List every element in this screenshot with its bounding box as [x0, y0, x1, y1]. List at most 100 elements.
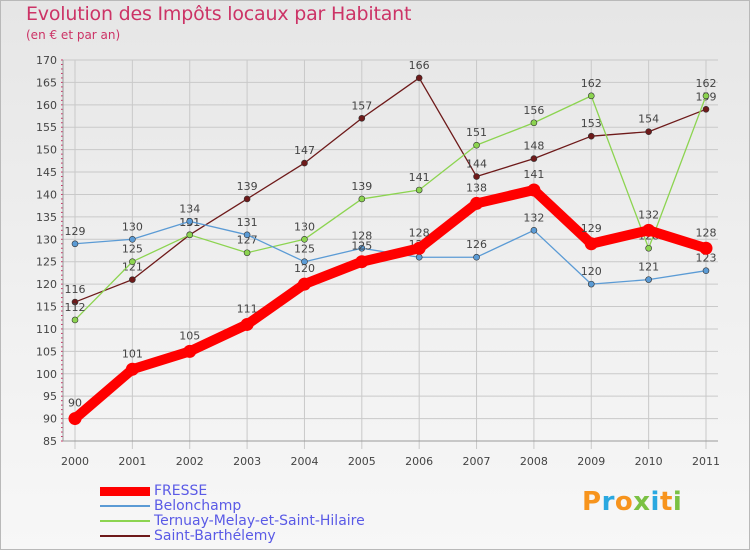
logo-letter: o [614, 487, 634, 517]
data-label-belonchamp: 128 [351, 229, 372, 242]
y-tick-label-100: 100 [36, 368, 57, 381]
data-point-belonchamp [129, 235, 136, 243]
y-tick-label-115: 115 [36, 301, 57, 314]
data-label-ternuay-melay-et-saint-hilaire: 162 [696, 77, 717, 90]
y-tick-label-105: 105 [36, 345, 57, 358]
legend-swatch [100, 520, 150, 522]
y-tick-label-125: 125 [36, 256, 57, 269]
x-tick-label-2008: 2008 [520, 455, 548, 468]
data-label-saint-barth-lemy: 166 [409, 59, 430, 72]
data-point-saint-barth-lemy [587, 132, 595, 140]
data-point-belonchamp [71, 240, 79, 248]
data-label-saint-barth-lemy: 121 [122, 261, 143, 274]
data-label-belonchamp: 120 [581, 265, 602, 278]
legend-label: Ternuay-Melay-et-Saint-Hilaire [154, 513, 365, 529]
data-label-fresse: 129 [581, 222, 602, 235]
data-point-ternuay-melay-et-saint-hilaire [530, 119, 538, 127]
data-point-fresse [642, 223, 656, 237]
data-label-belonchamp: 129 [65, 225, 86, 238]
logo-letter: t [659, 487, 673, 517]
legend-label: Saint-Barthélemy [154, 528, 276, 544]
data-label-belonchamp: 126 [466, 238, 487, 251]
x-tick-label-2003: 2003 [233, 455, 261, 468]
data-label-fresse: 125 [351, 240, 372, 253]
series-line-saint-barth-lemy [74, 77, 707, 303]
data-label-belonchamp: 131 [237, 216, 258, 229]
chart-title: Evolution des Impôts locaux par Habitant [26, 3, 412, 25]
data-point-fresse [183, 344, 197, 358]
logo-letter: x [633, 487, 651, 517]
data-point-belonchamp [587, 280, 595, 288]
x-tick-label-2004: 2004 [290, 455, 318, 468]
data-label-ternuay-melay-et-saint-hilaire: 162 [581, 77, 602, 90]
data-point-saint-barth-lemy [71, 298, 79, 306]
data-label-fresse: 141 [523, 168, 544, 181]
data-point-ternuay-melay-et-saint-hilaire [702, 92, 710, 100]
y-tick-label-160: 160 [36, 99, 57, 112]
data-point-saint-barth-lemy [530, 155, 538, 162]
series-line-fresse [70, 184, 711, 424]
data-label-fresse: 132 [638, 208, 659, 221]
data-label-ternuay-melay-et-saint-hilaire: 156 [523, 104, 544, 117]
legend-swatch [100, 486, 150, 496]
data-label-belonchamp: 123 [696, 252, 717, 265]
data-point-fresse [527, 183, 541, 197]
data-label-fresse: 120 [294, 262, 315, 275]
data-point-ternuay-melay-et-saint-hilaire [301, 235, 308, 243]
data-point-belonchamp [186, 218, 194, 225]
data-point-fresse [68, 412, 82, 426]
data-label-fresse: 111 [237, 302, 258, 315]
logo-letter: i [650, 487, 660, 517]
data-label-ternuay-melay-et-saint-hilaire: 112 [65, 301, 86, 314]
data-point-ternuay-melay-et-saint-hilaire [473, 141, 480, 149]
y-tick-label-145: 145 [36, 166, 57, 179]
data-point-saint-barth-lemy [243, 195, 251, 203]
data-point-fresse [470, 196, 484, 210]
data-label-fresse: 128 [696, 226, 717, 239]
data-label-saint-barth-lemy: 157 [351, 99, 372, 112]
legend-swatch [100, 535, 150, 537]
data-point-ternuay-melay-et-saint-hilaire [129, 258, 136, 266]
data-point-saint-barth-lemy [645, 128, 652, 136]
y-tick-label-130: 130 [36, 233, 57, 246]
data-label-fresse: 105 [179, 329, 200, 342]
chart-subtitle: (en € et par an) [26, 28, 121, 42]
x-tick-label-2006: 2006 [405, 455, 433, 468]
data-point-ternuay-melay-et-saint-hilaire [645, 244, 652, 252]
data-label-belonchamp: 125 [294, 243, 315, 256]
data-point-fresse [699, 241, 713, 255]
data-label-ternuay-melay-et-saint-hilaire: 130 [294, 220, 315, 233]
data-label-ternuay-melay-et-saint-hilaire: 139 [351, 180, 372, 193]
data-label-ternuay-melay-et-saint-hilaire: 151 [466, 126, 487, 139]
data-point-ternuay-melay-et-saint-hilaire [186, 231, 194, 239]
data-label-saint-barth-lemy: 153 [581, 117, 602, 130]
data-label-saint-barth-lemy: 139 [237, 180, 258, 193]
x-tick-label-2005: 2005 [348, 455, 376, 468]
data-point-fresse [355, 255, 369, 269]
legend-label: FRESSE [154, 483, 208, 499]
x-tick-label-2002: 2002 [176, 455, 204, 468]
data-label-belonchamp: 121 [638, 261, 659, 274]
data-point-belonchamp [358, 244, 366, 252]
data-point-saint-barth-lemy [301, 159, 308, 167]
y-tick-label-90: 90 [43, 413, 57, 426]
data-label-fresse: 101 [122, 347, 143, 360]
y-tick-label-85: 85 [43, 435, 57, 448]
y-tick-label-110: 110 [36, 323, 57, 336]
legend-label: Belonchamp [154, 498, 242, 514]
data-point-saint-barth-lemy [702, 106, 710, 113]
data-point-belonchamp [301, 258, 308, 266]
y-tick-label-155: 155 [36, 121, 57, 134]
data-label-saint-barth-lemy: 148 [523, 140, 544, 153]
series-line-ternuay-melay-et-saint-hilaire [74, 95, 707, 321]
data-point-fresse [412, 241, 426, 255]
y-tick-label-140: 140 [36, 188, 57, 201]
data-point-belonchamp [243, 231, 251, 239]
x-tick-label-2011: 2011 [692, 455, 720, 468]
data-label-belonchamp: 132 [523, 211, 544, 224]
data-point-ternuay-melay-et-saint-hilaire [243, 249, 251, 257]
data-label-belonchamp: 134 [179, 202, 200, 215]
data-point-fresse [125, 362, 139, 376]
data-point-belonchamp [645, 276, 652, 283]
